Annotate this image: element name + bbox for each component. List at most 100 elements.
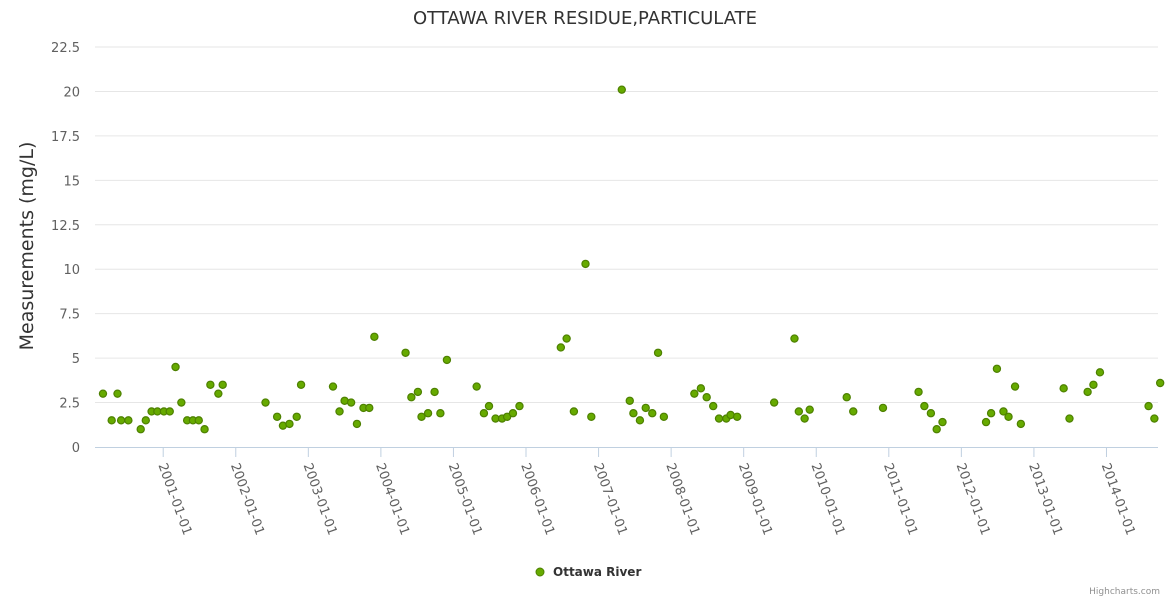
data-point[interactable] bbox=[292, 412, 301, 421]
data-point[interactable] bbox=[587, 412, 596, 421]
data-point[interactable] bbox=[113, 389, 122, 398]
data-point[interactable] bbox=[842, 393, 851, 402]
data-point[interactable] bbox=[690, 389, 699, 398]
data-point[interactable] bbox=[328, 382, 338, 391]
data-point[interactable] bbox=[508, 409, 518, 418]
data-point[interactable] bbox=[805, 405, 814, 414]
grid-lines bbox=[95, 46, 1158, 404]
data-point[interactable] bbox=[442, 355, 452, 365]
data-point[interactable] bbox=[296, 380, 306, 389]
data-point[interactable] bbox=[218, 380, 227, 389]
data-point[interactable] bbox=[1155, 378, 1165, 388]
legend-marker[interactable] bbox=[535, 567, 545, 577]
data-point[interactable] bbox=[617, 85, 626, 94]
data-point[interactable] bbox=[581, 259, 590, 269]
data-point[interactable] bbox=[1083, 387, 1092, 397]
data-point[interactable] bbox=[407, 393, 416, 402]
data-point[interactable] bbox=[413, 387, 423, 397]
legend-item-ottawa-river[interactable]: Ottawa River bbox=[553, 565, 641, 579]
data-point[interactable] bbox=[790, 334, 799, 343]
data-point[interactable] bbox=[479, 409, 489, 418]
data-point[interactable] bbox=[484, 401, 494, 411]
data-point[interactable] bbox=[261, 398, 270, 407]
data-point[interactable] bbox=[401, 348, 410, 357]
data-point[interactable] bbox=[346, 398, 356, 407]
data-point[interactable] bbox=[938, 417, 947, 427]
data-point[interactable] bbox=[1004, 412, 1013, 421]
data-point[interactable] bbox=[556, 343, 566, 352]
data-point[interactable] bbox=[648, 409, 657, 418]
data-point[interactable] bbox=[335, 407, 344, 416]
x-tick-label: 2006-01-01 bbox=[517, 461, 557, 537]
data-point[interactable] bbox=[472, 382, 481, 391]
data-point[interactable] bbox=[849, 407, 858, 416]
data-point[interactable] bbox=[629, 409, 638, 418]
data-point[interactable] bbox=[1144, 401, 1153, 411]
data-point[interactable] bbox=[794, 407, 804, 416]
data-point[interactable] bbox=[107, 416, 116, 425]
data-point[interactable] bbox=[124, 416, 133, 425]
data-point[interactable] bbox=[1095, 368, 1105, 377]
data-point[interactable] bbox=[981, 417, 991, 427]
data-point[interactable] bbox=[1150, 414, 1159, 423]
data-point[interactable] bbox=[436, 409, 445, 418]
data-point[interactable] bbox=[709, 401, 718, 411]
data-point[interactable] bbox=[641, 403, 650, 413]
y-tick-label: 22.5 bbox=[51, 41, 80, 56]
data-point[interactable] bbox=[569, 407, 579, 416]
credits-link[interactable]: Highcharts.com bbox=[1089, 587, 1160, 597]
data-point[interactable] bbox=[417, 412, 426, 421]
data-point[interactable] bbox=[714, 414, 724, 423]
data-point[interactable] bbox=[1089, 380, 1098, 389]
data-point[interactable] bbox=[171, 362, 180, 372]
data-point[interactable] bbox=[625, 396, 634, 405]
data-point[interactable] bbox=[999, 407, 1008, 416]
data-point[interactable] bbox=[653, 348, 663, 357]
data-point[interactable] bbox=[1059, 384, 1068, 393]
data-point[interactable] bbox=[136, 425, 145, 434]
y-tick-label: 17.5 bbox=[51, 130, 80, 145]
legend[interactable]: Ottawa River bbox=[535, 565, 641, 579]
data-point[interactable] bbox=[562, 334, 571, 343]
x-tick-label: 2008-01-01 bbox=[662, 461, 702, 537]
data-point[interactable] bbox=[1010, 382, 1020, 391]
data-point[interactable] bbox=[914, 387, 923, 397]
data-point[interactable] bbox=[200, 425, 209, 434]
data-point[interactable] bbox=[732, 412, 742, 421]
data-point[interactable] bbox=[659, 412, 669, 421]
x-tick-label: 2012-01-01 bbox=[953, 461, 993, 537]
data-point[interactable] bbox=[769, 398, 779, 407]
data-point[interactable] bbox=[992, 364, 1002, 373]
data-point[interactable] bbox=[423, 409, 433, 418]
data-point[interactable] bbox=[165, 407, 174, 416]
data-point[interactable] bbox=[285, 419, 294, 429]
data-point[interactable] bbox=[430, 387, 439, 397]
data-point[interactable] bbox=[696, 384, 706, 393]
x-tick-label: 2009-01-01 bbox=[735, 461, 775, 537]
y-tick-label: 12.5 bbox=[51, 219, 80, 234]
data-point[interactable] bbox=[98, 389, 108, 398]
data-point[interactable] bbox=[878, 403, 888, 413]
data-point[interactable] bbox=[272, 412, 282, 421]
data-point[interactable] bbox=[214, 389, 223, 398]
data-point[interactable] bbox=[116, 416, 126, 425]
data-point[interactable] bbox=[141, 416, 150, 425]
data-point[interactable] bbox=[920, 401, 929, 411]
y-tick-label: 0 bbox=[72, 441, 80, 456]
data-point[interactable] bbox=[515, 401, 524, 411]
data-point[interactable] bbox=[1065, 414, 1074, 423]
data-point[interactable] bbox=[926, 409, 936, 418]
data-point[interactable] bbox=[177, 398, 186, 407]
data-point[interactable] bbox=[932, 425, 941, 434]
data-point[interactable] bbox=[194, 416, 203, 425]
data-point[interactable] bbox=[206, 380, 215, 389]
data-point[interactable] bbox=[370, 332, 379, 341]
data-point[interactable] bbox=[986, 409, 996, 418]
data-point[interactable] bbox=[702, 393, 711, 402]
data-point[interactable] bbox=[800, 414, 809, 423]
data-point[interactable] bbox=[352, 419, 362, 429]
data-point[interactable] bbox=[635, 416, 645, 425]
data-point[interactable] bbox=[1016, 419, 1026, 429]
data-point[interactable] bbox=[365, 403, 374, 413]
